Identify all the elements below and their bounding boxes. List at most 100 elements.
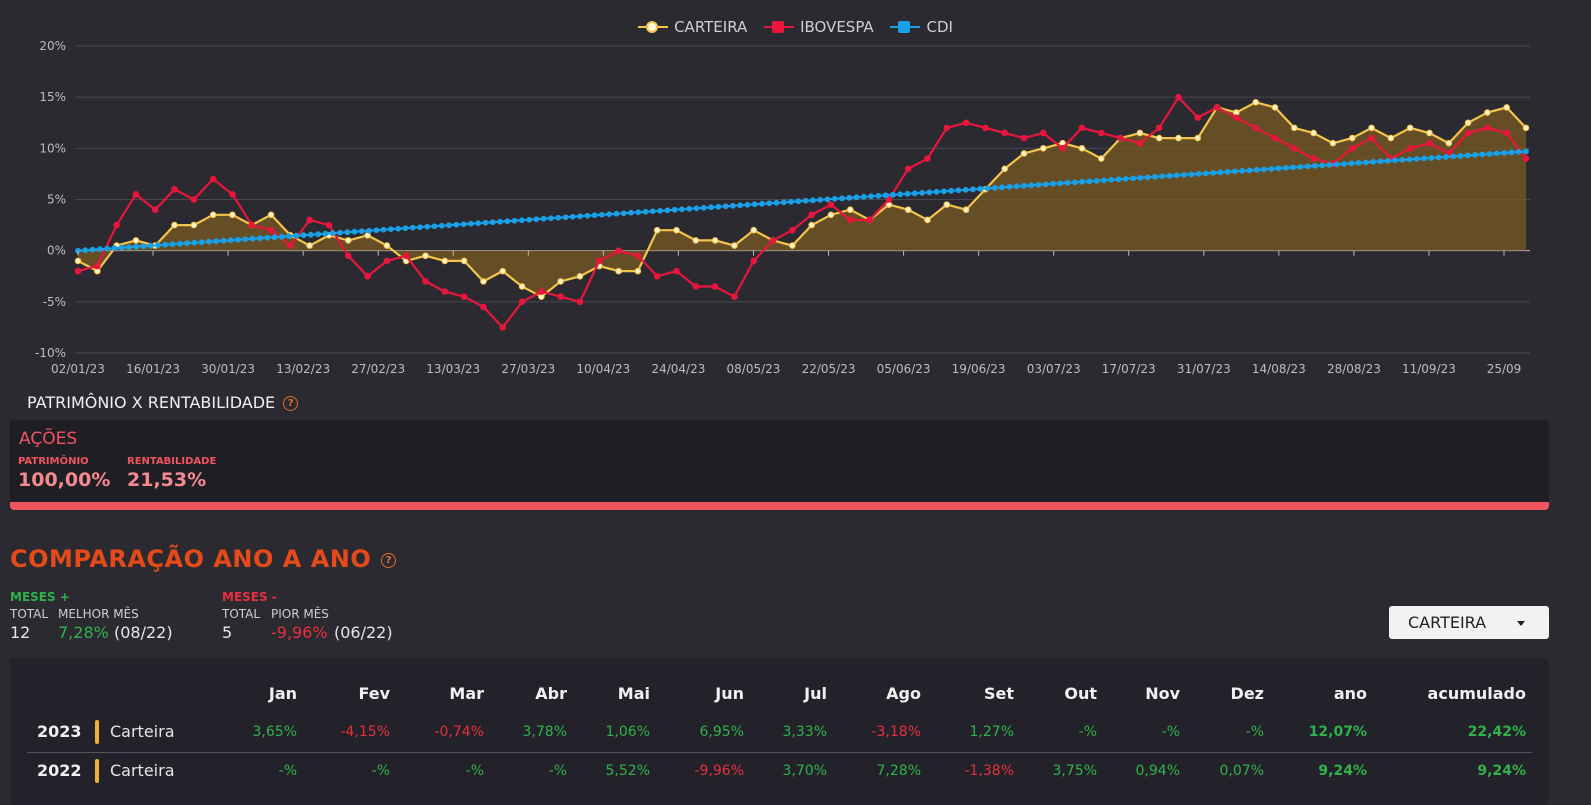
help-icon[interactable]: ? bbox=[381, 552, 397, 568]
data-point-carteira bbox=[808, 221, 815, 229]
data-point-carteira bbox=[1271, 104, 1279, 111]
data-point-ibovespa bbox=[1348, 145, 1356, 152]
table-cell: 5,52% bbox=[605, 763, 650, 779]
x-tick-label: 28/08/23 bbox=[1327, 362, 1381, 376]
data-point-cdi bbox=[133, 243, 140, 250]
data-point-ibovespa bbox=[1136, 139, 1144, 147]
data-point-cdi bbox=[1079, 178, 1086, 185]
data-point-ibovespa bbox=[1484, 124, 1491, 132]
data-point-cdi bbox=[1392, 157, 1398, 164]
data-point-cdi bbox=[453, 221, 460, 228]
data-point-cdi bbox=[155, 242, 161, 249]
data-point-carteira bbox=[692, 237, 700, 244]
data-point-cdi bbox=[584, 212, 591, 219]
data-point-cdi bbox=[140, 243, 147, 250]
row-year: 2023 bbox=[37, 722, 82, 741]
data-point-ibovespa bbox=[1291, 145, 1298, 152]
data-point-ibovespa bbox=[866, 216, 873, 224]
data-point-cdi bbox=[1261, 166, 1267, 173]
data-point-ibovespa bbox=[402, 252, 410, 260]
table-cell: -% bbox=[1245, 724, 1264, 740]
data-point-cdi bbox=[955, 187, 962, 194]
series-select-dropdown[interactable]: CARTEIRA bbox=[1389, 606, 1549, 639]
data-point-cdi bbox=[1282, 164, 1289, 171]
data-point-cdi bbox=[220, 237, 227, 244]
data-point-cdi bbox=[446, 222, 452, 229]
data-point-cdi bbox=[1370, 158, 1377, 165]
patrimonio-title: PATRIMÔNIO X RENTABILIDADE? bbox=[27, 393, 299, 412]
data-point-cdi bbox=[1050, 180, 1056, 187]
table-cell: 22,42% bbox=[1467, 724, 1526, 740]
column-header: Set bbox=[983, 684, 1014, 703]
data-point-cdi bbox=[657, 207, 664, 214]
data-point-ibovespa bbox=[1213, 104, 1221, 111]
data-point-cdi bbox=[278, 233, 285, 240]
data-point-cdi bbox=[693, 205, 700, 212]
column-header: Jan bbox=[268, 684, 297, 703]
data-point-carteira bbox=[422, 252, 429, 260]
meses-neg-total-label: TOTAL bbox=[222, 607, 261, 621]
data-point-carteira bbox=[1503, 104, 1510, 111]
data-point-ibovespa bbox=[595, 257, 603, 265]
data-point-carteira bbox=[1175, 134, 1182, 142]
data-point-cdi bbox=[1202, 170, 1209, 177]
table-cell: 9,24% bbox=[1477, 763, 1526, 779]
table-cell: 3,65% bbox=[252, 724, 297, 740]
data-point-cdi bbox=[417, 224, 423, 231]
y-tick-label: 15% bbox=[39, 90, 66, 104]
x-tick-label: 25/09 bbox=[1487, 362, 1522, 376]
data-point-cdi bbox=[213, 238, 220, 245]
data-point-cdi bbox=[227, 237, 234, 244]
data-point-ibovespa bbox=[1117, 134, 1124, 142]
pior-mes-value: -9,96% bbox=[271, 623, 328, 642]
data-point-carteira bbox=[1484, 109, 1491, 116]
x-tick-label: 30/01/23 bbox=[201, 362, 255, 376]
help-icon[interactable]: ? bbox=[283, 396, 299, 411]
performance-chart: 20% 15% 10% 5% 0% -5% -10% 02/01/23 16/01/23 30/0… bbox=[35, 39, 1530, 376]
data-point-ibovespa bbox=[1233, 114, 1240, 121]
data-point-cdi bbox=[184, 240, 191, 247]
data-point-cdi bbox=[235, 236, 241, 243]
data-point-ibovespa bbox=[1001, 129, 1009, 137]
table-cell: -% bbox=[1161, 724, 1180, 740]
data-point-cdi bbox=[868, 193, 875, 200]
data-point-carteira bbox=[1252, 98, 1260, 106]
data-point-ibovespa bbox=[1194, 114, 1202, 121]
data-point-cdi bbox=[766, 200, 773, 207]
acoes-title: AÇÕES bbox=[19, 429, 78, 449]
data-point-cdi bbox=[788, 198, 794, 205]
data-point-ibovespa bbox=[904, 165, 912, 173]
data-point-ibovespa bbox=[1310, 155, 1317, 162]
table-cell: -1,38% bbox=[964, 763, 1014, 779]
chart-panel: 20% 15% 10% 5% 0% -5% -10% 02/01/23 16/01/23 30/0… bbox=[27, 18, 1530, 412]
data-point-cdi bbox=[548, 215, 554, 222]
legend-item-cdi[interactable]: CDI bbox=[890, 18, 953, 36]
legend-item-carteira[interactable]: CARTEIRA bbox=[638, 18, 747, 36]
data-point-cdi bbox=[1312, 162, 1318, 169]
data-point-ibovespa bbox=[692, 283, 700, 290]
data-point-cdi bbox=[860, 193, 867, 200]
data-point-ibovespa bbox=[1503, 129, 1510, 137]
data-point-ibovespa bbox=[480, 303, 487, 311]
data-point-ibovespa bbox=[306, 216, 313, 224]
data-point-cdi bbox=[1435, 154, 1442, 161]
x-tick-label: 11/09/23 bbox=[1402, 362, 1456, 376]
data-point-cdi bbox=[1443, 153, 1449, 160]
data-point-cdi bbox=[664, 207, 671, 214]
legend-item-ibovespa[interactable]: IBOVESPA bbox=[764, 18, 874, 36]
data-point-cdi bbox=[1333, 161, 1340, 168]
data-point-carteira bbox=[480, 278, 487, 285]
x-tick-label: 13/02/23 bbox=[276, 362, 330, 376]
data-point-cdi bbox=[366, 227, 372, 234]
data-point-cdi bbox=[904, 190, 911, 197]
data-point-cdi bbox=[264, 234, 271, 241]
data-point-cdi bbox=[671, 206, 678, 213]
series-color-bar bbox=[95, 759, 99, 783]
data-point-cdi bbox=[1152, 173, 1158, 180]
data-point-cdi bbox=[89, 246, 96, 253]
x-tick-label: 08/05/23 bbox=[727, 362, 781, 376]
table-cell: -0,74% bbox=[434, 724, 484, 740]
data-point-cdi bbox=[817, 196, 824, 203]
column-header: Nov bbox=[1145, 684, 1180, 703]
data-point-cdi bbox=[649, 208, 656, 215]
